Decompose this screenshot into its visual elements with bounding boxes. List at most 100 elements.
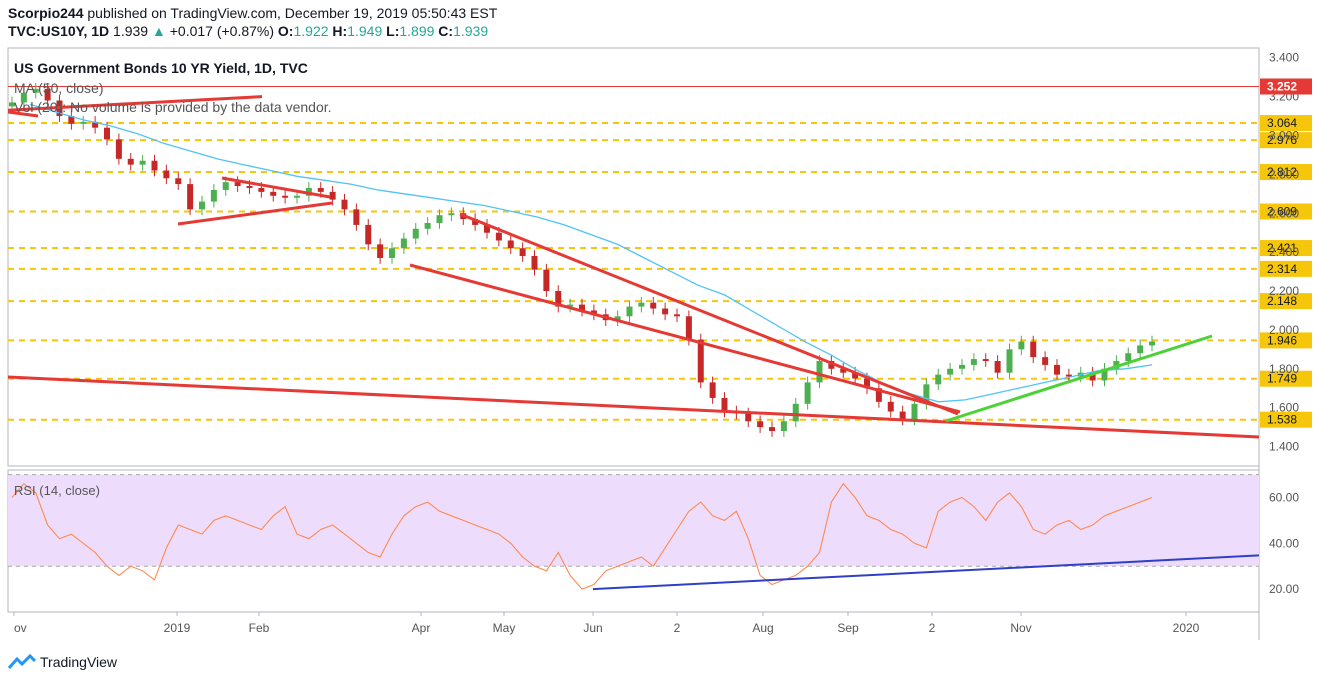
candle-body [424, 222, 431, 229]
candle-body [816, 361, 823, 383]
candle-body [697, 339, 704, 383]
red-triangle-bottom[interactable] [177, 201, 333, 226]
last-price: 1.939 [113, 23, 149, 39]
candle-body [1137, 345, 1144, 354]
candle-body [9, 102, 15, 107]
up-arrow-icon: ▲ [151, 23, 166, 39]
candle-body [175, 178, 182, 185]
level-label: 2.812 [1267, 165, 1297, 179]
publisher-text: published on TradingView.com, December 1… [87, 5, 498, 21]
candle-body [436, 215, 443, 223]
candle-body [92, 121, 99, 128]
candle-body [911, 403, 918, 420]
price-tick-label: 3.000 [1269, 128, 1299, 142]
candle-body [1006, 349, 1013, 373]
candle-body [365, 224, 372, 245]
brand-name: TradingView [40, 654, 118, 670]
candle-body [199, 201, 205, 210]
candle-body [32, 88, 39, 93]
candle-body [377, 244, 384, 258]
candle-body [579, 304, 585, 311]
publisher-line: Scorpio244 published on TradingView.com,… [8, 5, 497, 21]
red-short-1[interactable] [7, 110, 39, 118]
candle-body [353, 209, 360, 225]
candle-body [792, 403, 799, 422]
low-label: L: [386, 23, 400, 39]
candle-body [769, 427, 775, 432]
candle-body [555, 291, 562, 307]
price-tick-label: 2.600 [1269, 206, 1299, 220]
last-price-marker-label: 3.252 [1267, 79, 1297, 93]
symbol-line: TVC:US10Y, 1D 1.939 ▲ +0.017 (+0.87%) O:… [8, 23, 488, 39]
candle-body [745, 413, 752, 422]
candle-body [210, 189, 217, 202]
high-value: 1.949 [347, 23, 383, 39]
time-tick-label: Sep [837, 621, 859, 635]
price-tick-label: 2.400 [1269, 245, 1299, 259]
candle-body [780, 421, 787, 432]
candle-body [412, 228, 419, 239]
rsi-legend[interactable]: RSI (14, close) [14, 483, 100, 498]
candle-body [650, 302, 657, 309]
time-tick-label: Apr [412, 621, 431, 635]
candle-body [1089, 372, 1096, 381]
red-resistance-1[interactable] [7, 95, 263, 112]
level-label-bg [1260, 411, 1312, 428]
level-label: 2.976 [1267, 133, 1297, 147]
candle-body [104, 127, 110, 140]
open-value: 1.922 [293, 23, 329, 39]
candle-body [1113, 361, 1120, 369]
candle-body [626, 306, 633, 317]
candle-body [590, 310, 597, 315]
time-tick-label: Feb [249, 621, 270, 635]
candle-body [400, 238, 407, 249]
level-label-bg [1260, 132, 1312, 149]
candle-body [864, 378, 870, 389]
candle-body [757, 421, 764, 428]
tradingview-logo[interactable]: TradingView [8, 654, 117, 670]
volume-legend[interactable]: Vol (20): No volume is provided by the d… [14, 99, 332, 115]
candle-body [1101, 368, 1108, 381]
candle-body [329, 191, 336, 200]
red-long-support[interactable] [7, 375, 1260, 439]
rsi-tick-label: 40.00 [1269, 536, 1299, 550]
level-label: 1.946 [1267, 333, 1297, 347]
candle-body [139, 160, 146, 165]
candle-body [222, 182, 229, 190]
candle-body [804, 382, 811, 404]
rsi-tick-label: 60.00 [1269, 490, 1299, 504]
publisher-user[interactable]: Scorpio244 [8, 5, 84, 21]
ma-line[interactable] [29, 103, 1153, 403]
time-tick-label: 2 [674, 621, 681, 635]
candle-body [947, 368, 954, 375]
candle-body [638, 302, 645, 307]
candle-body [1125, 353, 1132, 362]
candle-body [484, 224, 490, 233]
red-triangle-top[interactable] [221, 176, 331, 199]
time-tick-label: Aug [752, 621, 773, 635]
time-tick-label: Jun [583, 621, 602, 635]
candle-body [389, 248, 395, 258]
price-tick-label: 2.800 [1269, 167, 1299, 181]
candle-body [246, 186, 253, 188]
time-tick-label: 2 [929, 621, 936, 635]
symbol-name[interactable]: TVC:US10Y, 1D [8, 23, 110, 39]
red-channel-top[interactable] [459, 212, 959, 416]
rsi-band [8, 474, 1259, 567]
level-label: 2.609 [1267, 205, 1297, 219]
rsi-trendline[interactable] [592, 554, 1260, 591]
ma-legend[interactable]: MA (50, close) [14, 80, 104, 96]
candle-body [1030, 341, 1037, 358]
green-support[interactable] [945, 334, 1213, 423]
candle-body [127, 158, 134, 165]
level-label: 1.538 [1267, 413, 1297, 427]
level-label-bg [1260, 115, 1312, 132]
candle-body [1065, 374, 1072, 377]
candle-body [875, 388, 882, 402]
candle-body [959, 364, 965, 369]
rsi-line[interactable] [11, 482, 1153, 590]
candle-body [1018, 341, 1025, 350]
candle-body [994, 361, 1001, 373]
red-channel-bottom[interactable] [409, 263, 961, 414]
